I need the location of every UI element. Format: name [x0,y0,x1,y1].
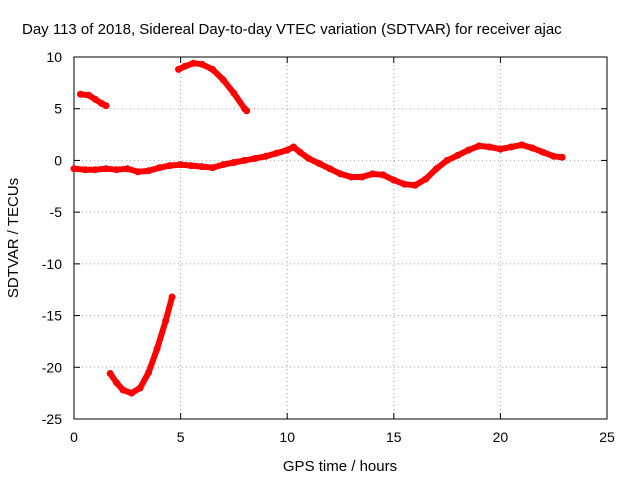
y-tick-label: -10 [42,256,62,272]
data-point [219,76,227,84]
data-point [145,369,153,376]
data-point [136,384,144,392]
data-point [155,164,163,172]
y-tick-label: 10 [46,49,62,65]
data-point [390,176,398,184]
data-point [315,160,323,167]
data-point [518,141,526,149]
data-point [177,161,185,169]
data-point [558,153,566,161]
data-point [128,389,136,397]
data-point [189,59,197,67]
x-axis-label: GPS time / hours [283,458,397,475]
data-point [326,165,334,173]
data-point [454,151,462,159]
data-point [283,146,291,154]
data-point [102,165,110,173]
data-point [85,91,93,99]
y-tick-label: 0 [54,152,62,168]
data-point [411,181,419,189]
data-point [273,149,280,157]
data-point [81,166,89,174]
x-tick-label: 15 [386,429,402,445]
data-point [219,161,227,169]
data-point [166,162,174,170]
plot-frame [73,56,608,420]
data-point [251,154,259,162]
data-point [187,162,195,170]
data-point [113,166,121,174]
data-point [401,180,408,188]
data-point [262,152,270,160]
data-point [102,102,110,110]
data-point [358,173,366,181]
data-point [91,166,99,174]
data-point [241,156,249,164]
x-tick-label: 0 [70,429,78,445]
y-tick-label: -25 [42,411,62,427]
data-point [70,165,78,173]
data-point [369,170,376,178]
data-point [175,65,182,73]
data-point [145,167,153,175]
y-tick-label: -5 [50,204,63,220]
data-point [296,148,304,156]
data-point [209,164,217,172]
data-point [123,165,131,173]
grid-lines [74,57,607,419]
data-point [475,142,483,150]
data-point [507,143,515,151]
data-point [550,152,558,160]
y-tick-label: -20 [42,359,62,375]
data-point [162,317,170,325]
data-point [443,156,451,164]
data-point [209,65,217,73]
data-point [134,168,142,176]
data-point [106,370,114,377]
x-tick-label: 20 [493,429,509,445]
data-point [198,60,206,68]
data-point [422,175,430,183]
data-point [305,154,312,162]
data-point [337,170,344,178]
data-point [181,62,189,70]
data-series [70,59,566,397]
data-point [486,143,494,151]
data-point [76,90,84,98]
axis-ticks: 0 5 10 15 20 25 -25 -20 -15 -10 -5 0 5 10 [42,49,615,445]
x-tick-label: 25 [599,429,615,445]
data-point [379,171,387,179]
data-point [230,159,238,166]
data-point [432,165,440,173]
data-point [347,173,355,181]
x-tick-label: 10 [279,429,295,445]
data-point [243,107,251,115]
y-tick-label: -15 [42,308,62,324]
data-point [113,379,121,387]
data-point [168,293,176,301]
data-point [91,95,99,103]
data-point [496,145,504,153]
data-point [539,148,547,156]
data-point [464,146,472,154]
data-point [290,143,298,151]
data-point [230,89,238,97]
chart-title: Day 113 of 2018, Sidereal Day-to-day VTE… [22,21,562,38]
x-tick-label: 5 [177,429,185,445]
series-segment-dip-negative [107,294,176,397]
data-point [198,163,206,171]
data-point [153,345,161,353]
y-tick-label: 5 [54,101,62,117]
y-axis-label: SDTVAR / TECUs [5,178,22,298]
data-point [119,386,127,394]
data-point [528,144,536,152]
